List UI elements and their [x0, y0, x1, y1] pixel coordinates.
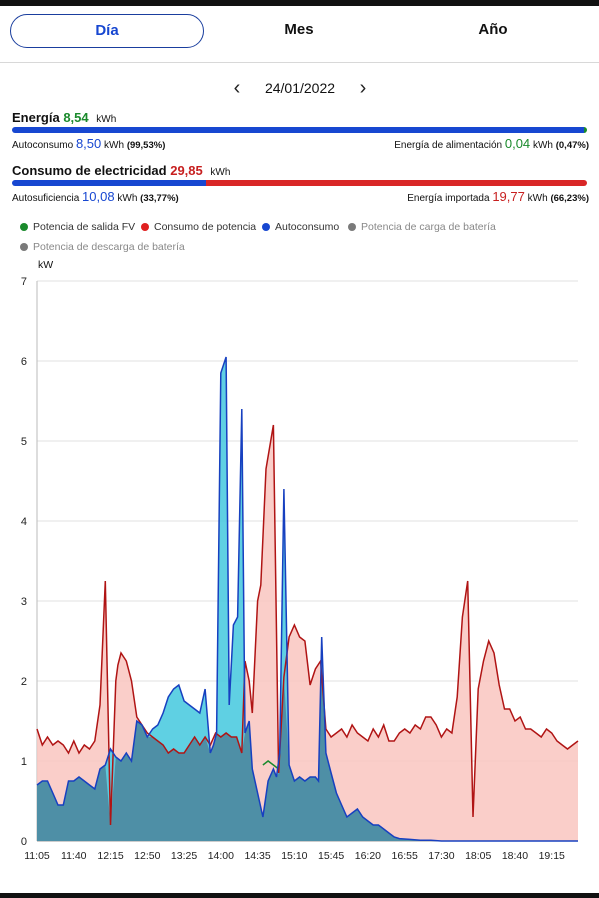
energy-bar-self	[12, 127, 585, 133]
x-tick-label: 14:35	[244, 850, 270, 860]
consumption-bar-import	[206, 180, 587, 186]
energy-feed-value: 0,04	[504, 136, 531, 151]
x-tick-label: 16:55	[392, 850, 418, 860]
self-sufficiency-pct: (33,77%)	[140, 193, 179, 204]
legend-dot-grey	[348, 223, 356, 231]
consumption-label: Consumo de electricidad	[12, 163, 167, 178]
y-tick-label: 3	[21, 596, 27, 608]
tabs-divider	[0, 62, 599, 63]
x-tick-label: 11:40	[61, 850, 87, 860]
x-tick-label: 16:20	[355, 850, 381, 860]
x-tick-label: 15:45	[318, 850, 344, 860]
energy-label: Energía	[12, 110, 60, 125]
legend-label: Potencia de carga de batería	[361, 221, 496, 233]
legend-battery-discharge[interactable]: Potencia de descarga de batería	[20, 241, 185, 253]
imported-energy: Energía importada 19,77 kWh (66,23%)	[407, 189, 589, 204]
x-tick-label: 15:10	[281, 850, 307, 860]
period-tabs: Día Mes Año	[0, 14, 599, 48]
self-consumption-area	[37, 357, 578, 841]
consumption-bar	[12, 180, 587, 186]
chevron-right-icon[interactable]: ›	[359, 77, 367, 99]
energy-self-pct: (99,53%)	[126, 140, 166, 151]
energy-feed-label: Energía de alimentación	[394, 140, 503, 151]
legend-pv-output[interactable]: Potencia de salida FV	[20, 221, 135, 233]
energy-self-value: 8,50	[75, 136, 102, 151]
self-sufficiency-label: Autosuficiencia	[12, 193, 80, 204]
y-tick-label: 4	[21, 516, 27, 528]
x-tick-label: 19:15	[539, 850, 565, 860]
y-tick-label: 5	[21, 436, 27, 448]
y-tick-label: 1	[21, 756, 27, 768]
energy-bar	[12, 127, 587, 133]
legend-dot-green	[20, 223, 28, 231]
y-tick-label: 0	[21, 836, 27, 848]
x-tick-label: 14:00	[208, 850, 234, 860]
energy-title: Energía 8,54 kWh	[12, 110, 116, 125]
legend-dot-blue	[262, 223, 270, 231]
legend-label: Potencia de salida FV	[33, 221, 136, 233]
energy-self-label: Autoconsumo	[12, 140, 74, 151]
x-tick-label: 11:05	[24, 850, 50, 860]
chevron-left-icon[interactable]: ‹	[233, 77, 241, 99]
x-tick-label: 18:40	[502, 850, 528, 860]
x-tick-label: 18:05	[465, 850, 491, 860]
legend-self-consumption[interactable]: Autoconsumo	[262, 221, 339, 233]
energy-feed-unit: kWh	[532, 140, 553, 151]
energy-feed-pct: (0,47%)	[555, 140, 589, 151]
imported-energy-pct: (66,23%)	[550, 193, 589, 204]
pv-output-line	[262, 760, 280, 770]
x-tick-label: 12:15	[97, 850, 123, 860]
y-axis-unit: kW	[38, 259, 54, 271]
legend-dot-red	[141, 223, 149, 231]
overlap-area	[37, 674, 578, 841]
tab-month[interactable]: Mes	[284, 21, 314, 38]
x-tick-label: 17:30	[428, 850, 454, 860]
self-sufficiency: Autosuficiencia 10,08 kWh (33,77%)	[12, 189, 179, 204]
legend-battery-charge[interactable]: Potencia de carga de batería	[348, 221, 496, 233]
energy-feed-in: Energía de alimentación 0,04 kWh (0,47%)	[394, 136, 589, 151]
imported-energy-value: 19,77	[492, 189, 525, 204]
self-sufficiency-unit: kWh	[117, 193, 138, 204]
legend-power-consumption[interactable]: Consumo de potencia	[141, 221, 256, 233]
self-sufficiency-value: 10,08	[82, 189, 115, 204]
legend-label: Potencia de descarga de batería	[33, 241, 185, 253]
energy-self-unit: kWh	[104, 140, 125, 151]
nav-bar-edge	[0, 893, 599, 898]
x-tick-label: 13:25	[171, 850, 197, 860]
y-tick-label: 7	[21, 276, 27, 288]
energy-unit: kWh	[96, 114, 117, 125]
energy-bar-feed	[584, 127, 587, 133]
consumption-line	[36, 424, 579, 826]
power-chart: 0 1 2 3 4 5 6 7 11:05 11:40 12:15 12:50 13:25 14:00 14…	[21, 276, 579, 860]
imported-energy-unit: kWh	[527, 193, 548, 204]
x-tick-label: 12:50	[134, 850, 160, 860]
chart-legend: Potencia de salida FV Consumo de potenci…	[20, 221, 580, 261]
y-tick-label: 2	[21, 676, 27, 688]
consumption-title: Consumo de electricidad 29,85 kWh	[12, 163, 230, 178]
consumption-unit: kWh	[210, 167, 231, 178]
imported-energy-label: Energía importada	[407, 193, 490, 204]
tab-year[interactable]: Año	[478, 21, 508, 38]
self-consumption-line	[36, 356, 578, 842]
current-date[interactable]: 24/01/2022	[264, 80, 336, 96]
consumption-bar-self	[12, 180, 207, 186]
legend-label: Consumo de potencia	[154, 221, 257, 233]
consumption-value: 29,85	[170, 163, 203, 178]
y-tick-label: 6	[21, 356, 27, 368]
consumption-area	[37, 425, 578, 841]
tab-day[interactable]: Día	[10, 14, 204, 48]
status-bar-edge	[0, 0, 599, 6]
date-navigator: ‹ 24/01/2022 ›	[0, 76, 599, 100]
energy-value: 8,54	[63, 110, 89, 125]
legend-dot-grey	[20, 243, 28, 251]
energy-self-consumption: Autoconsumo 8,50 kWh (99,53%)	[12, 136, 165, 151]
legend-label: Autoconsumo	[275, 221, 340, 233]
